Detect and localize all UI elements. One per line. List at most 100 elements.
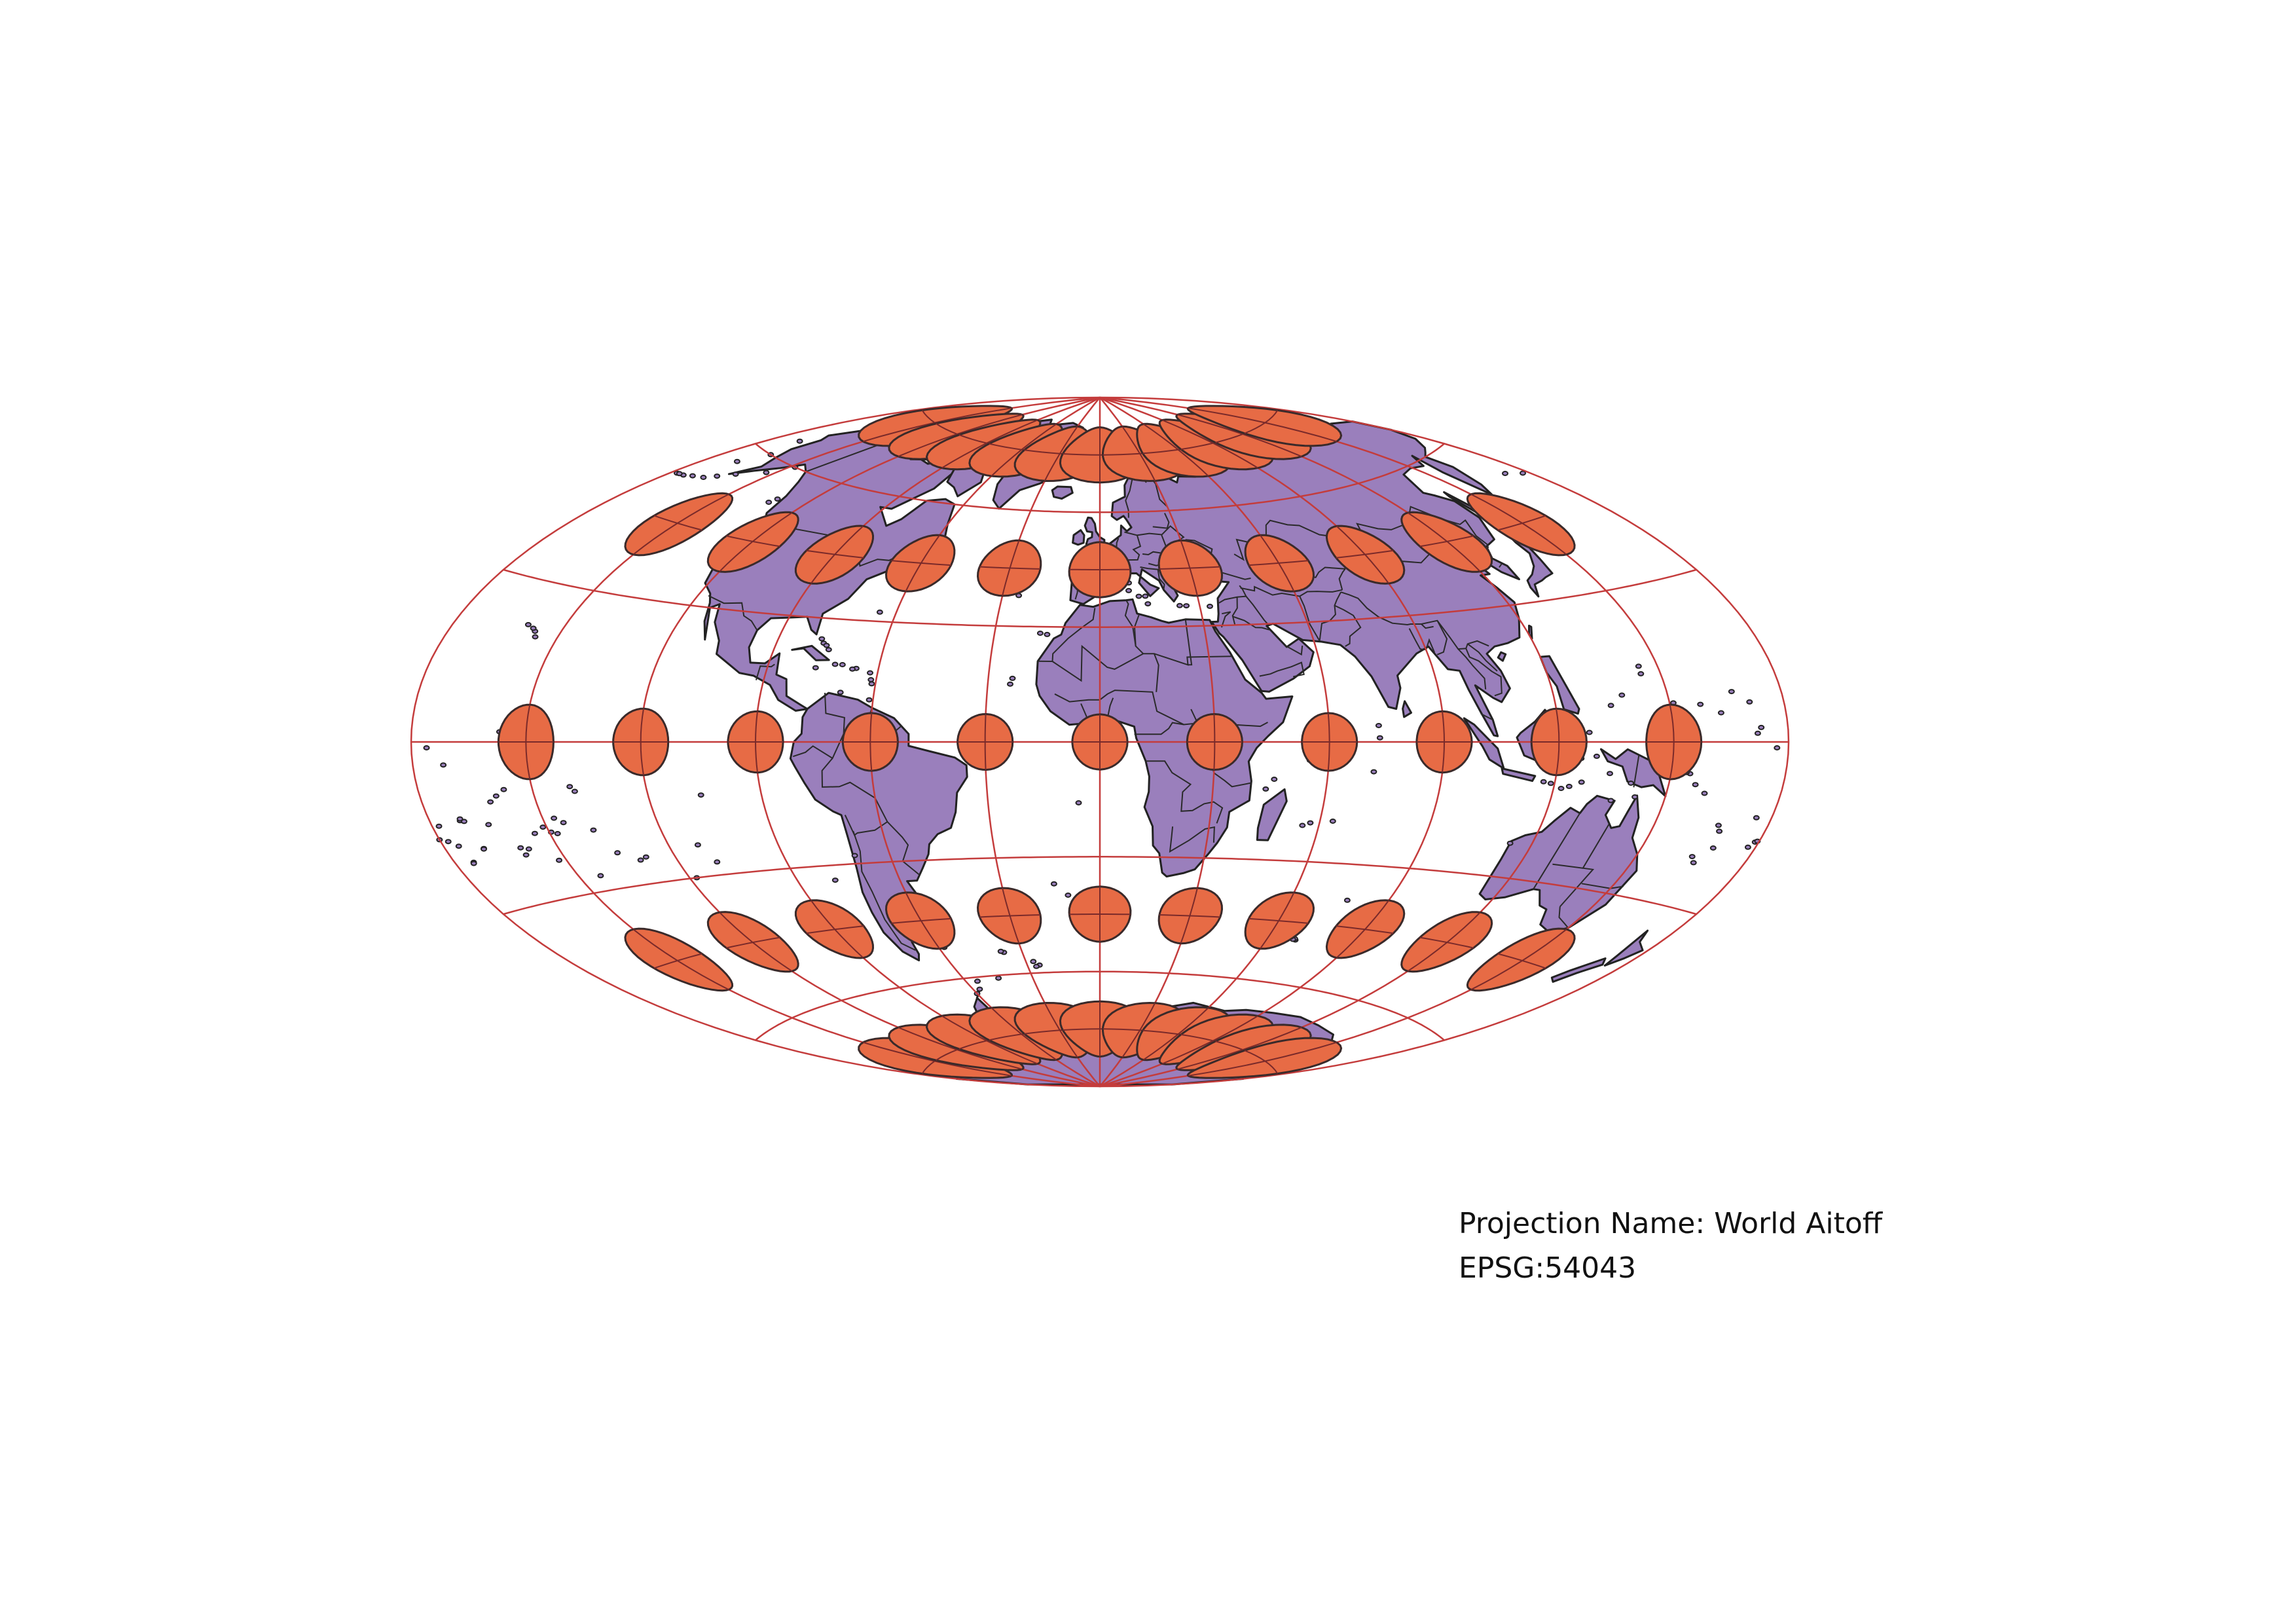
- island: [524, 621, 532, 627]
- tissot-indicatrix: [1186, 1037, 1343, 1079]
- tissot-indicatrix: [884, 891, 956, 950]
- island: [1593, 753, 1600, 759]
- country-border: [821, 692, 920, 876]
- island: [445, 839, 452, 845]
- island: [1375, 723, 1382, 728]
- tissot-indicatrix: [976, 887, 1042, 945]
- island: [590, 827, 597, 833]
- tissot-indicatrix: [1400, 911, 1493, 973]
- tissot-indicatrix: [1530, 707, 1588, 777]
- island: [1701, 790, 1708, 796]
- epsg-code: 54043: [1544, 1251, 1637, 1285]
- island: [1007, 681, 1013, 687]
- tissot-indicatrix: [841, 712, 899, 772]
- tissot-indicatrix: [794, 899, 875, 959]
- island: [1565, 783, 1573, 789]
- indicatrix-axis: [806, 549, 864, 559]
- tissot-indicatrix: [1400, 511, 1493, 573]
- indicatrix-axis: [891, 917, 951, 924]
- island: [1690, 860, 1697, 866]
- tissot-indicatrix: [976, 539, 1042, 597]
- island: [423, 745, 430, 750]
- island: [1033, 963, 1040, 969]
- tissot-indicatrix: [612, 707, 670, 777]
- tissot-indicatrix: [1466, 927, 1576, 992]
- island: [763, 470, 770, 475]
- tissot-indicatrix: [1071, 713, 1129, 771]
- tissot-indicatrix: [624, 492, 734, 557]
- landmass-sri-lanka: [1402, 700, 1412, 718]
- indicatrix-axis: [1244, 409, 1279, 434]
- island: [1628, 781, 1635, 786]
- island: [1728, 689, 1735, 695]
- island: [1271, 777, 1278, 782]
- island: [831, 877, 839, 883]
- island: [697, 792, 704, 798]
- island: [1753, 815, 1760, 821]
- island: [1207, 603, 1213, 609]
- island: [1578, 779, 1585, 785]
- island: [1607, 703, 1614, 709]
- tissot-indicatrix: [1068, 541, 1132, 599]
- indicatrix-axis: [726, 936, 780, 949]
- island: [765, 500, 773, 505]
- island: [1774, 745, 1781, 750]
- island: [517, 845, 524, 851]
- island: [839, 662, 846, 667]
- indicatrix-axis: [1248, 917, 1309, 924]
- country-border: [1465, 648, 1503, 697]
- tissot-indicatrix: [884, 534, 956, 593]
- country-border: [1157, 569, 1165, 590]
- island: [435, 823, 443, 829]
- country-border: [1499, 563, 1503, 568]
- tissot-indicatrix: [1244, 534, 1315, 593]
- island: [825, 647, 832, 653]
- indicatrix-axis: [1159, 566, 1220, 570]
- country-border: [1220, 611, 1231, 628]
- country-border: [1480, 712, 1493, 721]
- island: [1183, 603, 1190, 609]
- island: [867, 677, 875, 682]
- island: [560, 820, 567, 826]
- indicatrix-axis: [1497, 515, 1546, 531]
- island: [1618, 692, 1626, 698]
- island: [1307, 820, 1314, 826]
- island: [867, 670, 873, 676]
- country-border: [1259, 661, 1305, 678]
- country-border: [1334, 604, 1362, 647]
- landmass-ireland: [1072, 529, 1085, 546]
- island: [500, 786, 507, 792]
- tissot-indicatrix: [497, 703, 555, 781]
- country-border: [1319, 591, 1341, 641]
- island: [700, 475, 707, 480]
- island: [492, 793, 500, 799]
- country-border: [1184, 619, 1193, 666]
- island: [530, 625, 537, 631]
- island: [485, 822, 492, 828]
- epsg-label: EPSG:: [1459, 1251, 1545, 1285]
- island: [1586, 729, 1593, 735]
- island: [642, 854, 649, 860]
- island: [566, 784, 574, 790]
- country-border: [852, 830, 916, 951]
- island: [676, 471, 683, 477]
- island: [1547, 781, 1554, 786]
- country-border: [1284, 644, 1303, 656]
- tissot-indicatrix: [1301, 712, 1358, 772]
- island: [1558, 786, 1565, 791]
- island: [1343, 897, 1351, 903]
- indicatrix-axis: [1159, 914, 1220, 918]
- island: [1758, 724, 1765, 730]
- island: [532, 634, 539, 640]
- tissot-indicatrix: [1415, 710, 1473, 774]
- tissot-indicatrix: [727, 710, 784, 774]
- island: [470, 860, 477, 866]
- tissot-indicatrix: [1645, 703, 1703, 781]
- island: [1009, 675, 1016, 681]
- country-border: [1633, 754, 1640, 788]
- island: [1376, 735, 1383, 741]
- indicatrix-axis: [1497, 953, 1546, 969]
- country-border: [1222, 572, 1251, 580]
- island: [995, 975, 1002, 981]
